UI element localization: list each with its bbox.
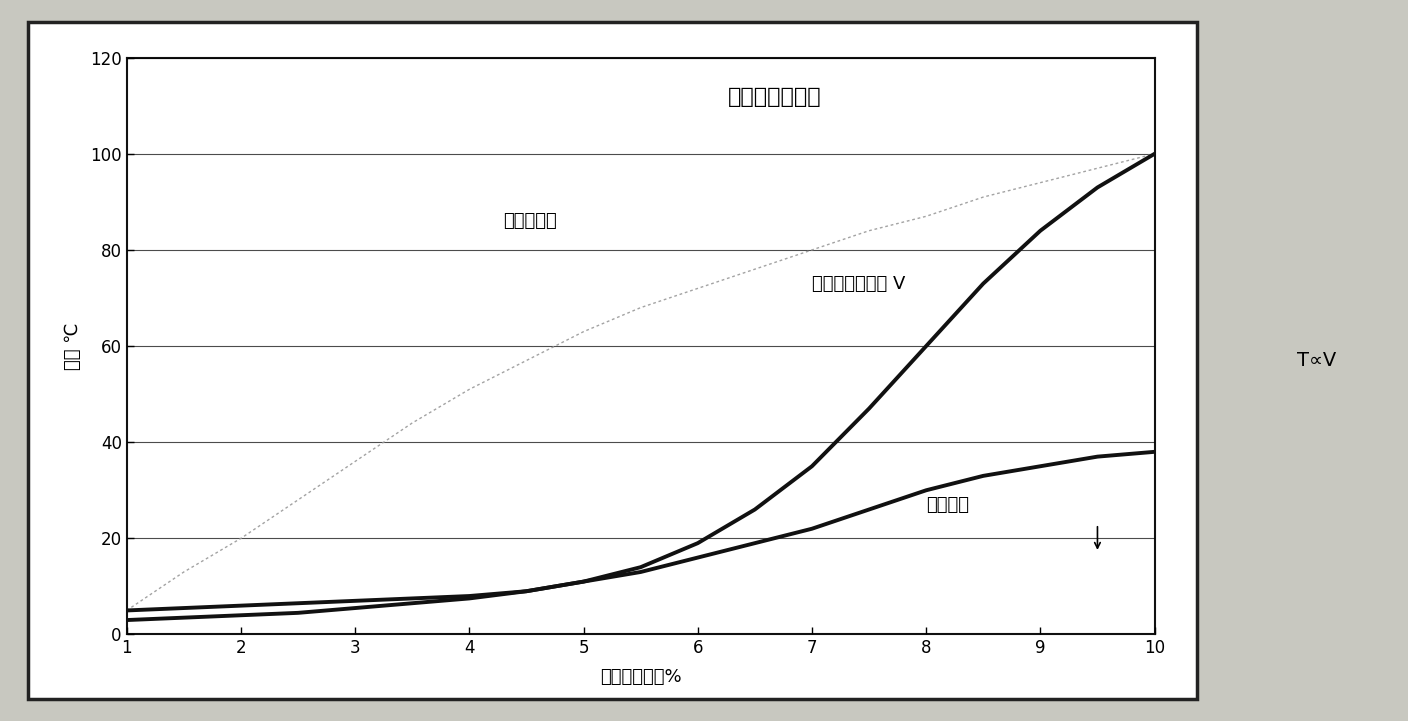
Text: T∝V: T∝V xyxy=(1297,351,1336,370)
Y-axis label: 温度 ℃: 温度 ℃ xyxy=(63,322,82,370)
X-axis label: 燃烧气体流量%: 燃烧气体流量% xyxy=(600,668,681,686)
Bar xyxy=(28,22,1197,699)
Text: 加热炉炉温: 加热炉炉温 xyxy=(504,212,558,230)
Text: 废气温度: 废气温度 xyxy=(926,496,969,513)
Text: 传统式烧嘴特性: 传统式烧嘴特性 xyxy=(728,87,821,107)
Text: 空气、某气流量 V: 空气、某气流量 V xyxy=(812,275,905,293)
